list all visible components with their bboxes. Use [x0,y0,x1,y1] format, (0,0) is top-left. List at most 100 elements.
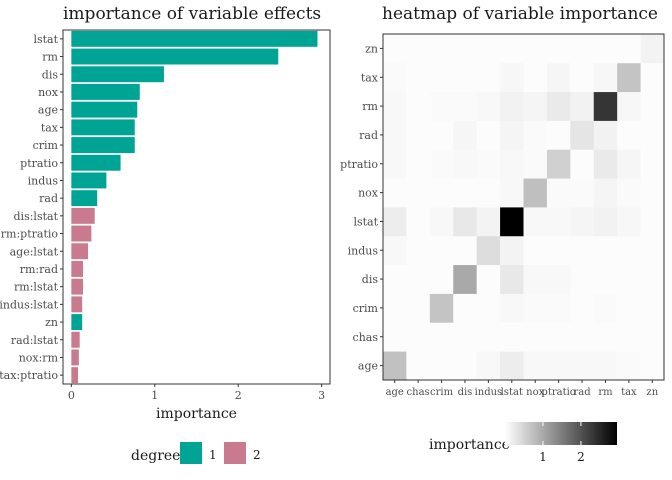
legend-key [224,442,246,464]
heat-cell [640,235,665,266]
y-tick-label: zn [365,42,378,55]
y-tick-label: ptratio [20,157,58,170]
heat-cell [593,120,618,150]
heat-cell [406,91,431,121]
y-tick-label: ptratio [340,158,378,171]
heat-cell [476,264,501,294]
heat-cell [640,207,665,237]
heat-cell [406,351,431,381]
heat-cell [640,293,665,323]
legend-title: degree [131,448,180,464]
heat-cell [617,235,641,266]
heat-cell [640,322,665,352]
heat-cell [617,351,641,381]
y-tick-label: lstat [33,33,58,46]
bar-age-lstat [71,243,89,260]
legend-label: 2 [253,448,261,462]
heatmap-title: heatmap of variable importance [382,4,658,24]
heat-cell [593,322,618,352]
heat-cell [429,178,454,208]
heat-cell [500,322,524,352]
heat-cell [546,264,571,294]
legend-key [180,442,202,464]
y-tick-label: rad:lstat [11,334,59,347]
heat-cell [476,34,501,64]
heat-cell [617,120,641,150]
heat-cell [640,264,665,294]
y-tick-label: crim [353,302,379,315]
heat-cell [383,149,407,179]
heat-cell [453,62,478,93]
heat-cell [429,34,454,64]
heat-cell [546,149,571,179]
heat-cell [570,149,595,179]
heat-cell [640,120,665,150]
heat-cell [476,293,501,323]
heat-cell [476,62,501,93]
y-tick-label: indus [28,174,59,187]
heat-cell [546,34,571,64]
x-tick-label: 2 [235,389,242,402]
heat-cell [453,178,478,208]
y-tick-label: dis [42,68,59,81]
bar-chart-title: importance of variable effects [63,4,322,24]
x-tick-label: 1 [151,389,158,402]
heat-cell [406,120,431,150]
heat-cell [429,62,454,93]
x-tick-label: tax [621,387,637,398]
y-tick-label: lstat [353,215,378,228]
heat-cell [453,207,478,237]
heat-cell [523,34,548,64]
heat-cell [476,149,501,179]
heat-cell [546,178,571,208]
y-tick-label: indus [348,244,379,257]
heat-cell [383,322,407,352]
heat-cell [593,293,618,323]
bar-tax [71,119,135,136]
heat-cell [406,207,431,237]
heat-cell [617,178,641,208]
heat-cell [546,351,571,381]
x-axis-label: importance [156,406,237,422]
heat-cell [640,62,665,93]
heat-cell [523,149,548,179]
heat-cell [453,34,478,64]
heat-cell [617,207,641,237]
heat-cell [570,322,595,352]
heat-cell [500,62,524,93]
heat-cell [429,235,454,266]
y-tick-label: rad [39,192,58,205]
x-tick-label: age [386,387,404,398]
heat-cell [523,120,548,150]
bar-crim [71,137,135,154]
heat-cell [570,264,595,294]
heat-cell [570,351,595,381]
heat-cell [570,178,595,208]
heat-cell [453,235,478,266]
heat-cell [500,235,524,266]
heat-cell [523,91,548,121]
bar-rm-rad [71,260,84,277]
bar-rm-ptratio [71,225,92,242]
heat-cell [593,351,618,381]
heat-cell [406,62,431,93]
y-tick-label: nox:rm [19,351,59,364]
heat-cell [500,178,524,208]
heat-cell [383,293,407,323]
heat-cell [406,149,431,179]
heat-cell [593,34,618,64]
heat-cell [476,322,501,352]
heat-cell [523,322,548,352]
x-tick-label: 3 [318,389,325,402]
heat-cell [593,264,618,294]
heat-cell [523,178,548,208]
heat-cell [593,207,618,237]
x-tick-label: dis [458,387,473,398]
heat-cell [406,322,431,352]
x-tick-label: indus [475,387,503,398]
heat-cell [523,62,548,93]
y-tick-label: tax [41,121,59,134]
bar-dis [71,66,164,83]
heat-cell [640,91,665,121]
